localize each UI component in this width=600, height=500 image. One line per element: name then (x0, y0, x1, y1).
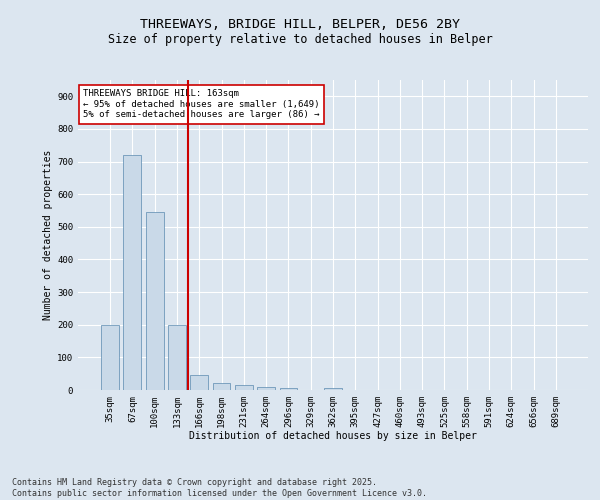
Bar (257, 386, 275, 390)
Bar (280, 388, 298, 390)
Text: Contains HM Land Registry data © Crown copyright and database right 2025.
Contai: Contains HM Land Registry data © Crown c… (12, 478, 427, 498)
Bar (101, 324, 119, 390)
Bar (190, 374, 208, 390)
Bar (146, 212, 164, 390)
Y-axis label: Number of detached properties: Number of detached properties (43, 150, 53, 320)
Text: Size of property relative to detached houses in Belper: Size of property relative to detached ho… (107, 32, 493, 46)
Bar (324, 388, 342, 390)
Bar (235, 385, 253, 390)
X-axis label: Distribution of detached houses by size in Belper: Distribution of detached houses by size … (189, 432, 477, 442)
Bar (124, 155, 142, 390)
Text: THREEWAYS, BRIDGE HILL, BELPER, DE56 2BY: THREEWAYS, BRIDGE HILL, BELPER, DE56 2BY (140, 18, 460, 30)
Text: THREEWAYS BRIDGE HILL: 163sqm
← 95% of detached houses are smaller (1,649)
5% of: THREEWAYS BRIDGE HILL: 163sqm ← 95% of d… (83, 90, 320, 119)
Bar (212, 384, 230, 390)
Bar (168, 324, 186, 390)
